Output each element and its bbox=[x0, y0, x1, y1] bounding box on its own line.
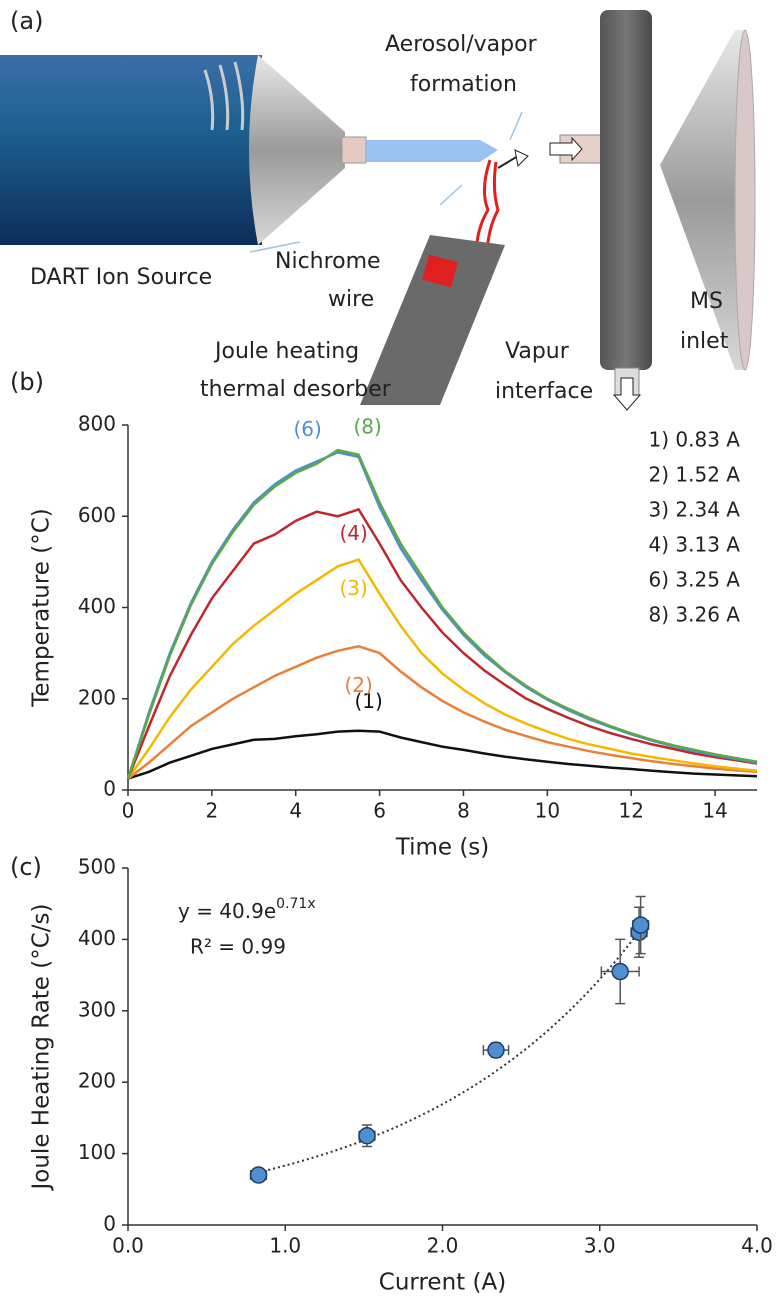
x-tick-label: 4 bbox=[289, 799, 302, 823]
y-tick-label: 500 bbox=[78, 855, 116, 879]
data-point bbox=[358, 1127, 376, 1145]
x-axis-label: Current (A) bbox=[379, 1270, 506, 1296]
data-point bbox=[631, 916, 650, 934]
series-line bbox=[126, 448, 758, 779]
legend-entry: 2) 1.52 A bbox=[649, 463, 741, 487]
desorber-handle bbox=[360, 235, 505, 405]
data-point bbox=[487, 1041, 505, 1059]
series-label: (6) bbox=[293, 417, 321, 441]
legend-entry: 3) 2.34 A bbox=[649, 498, 741, 522]
equation-exponent: 0.71x bbox=[276, 896, 315, 912]
y-tick-label: 600 bbox=[78, 503, 116, 527]
data-point bbox=[249, 1166, 268, 1184]
x-axis-label: Time (s) bbox=[395, 835, 490, 861]
vapur-label: Vapur bbox=[505, 339, 570, 364]
y-tick-label: 200 bbox=[78, 685, 116, 709]
y-axis-label: Temperature (°C) bbox=[29, 508, 55, 708]
desorber-label: Joule heating bbox=[213, 339, 359, 364]
vapor-arrow-head bbox=[514, 149, 529, 168]
series-line bbox=[126, 507, 758, 780]
nichrome-label: Nichrome bbox=[275, 249, 381, 274]
vapor-arrow bbox=[497, 155, 519, 169]
source-cone bbox=[249, 55, 345, 245]
aerosol-label: Aerosol/vapor bbox=[385, 32, 538, 57]
x-tick-label: 10 bbox=[535, 799, 560, 823]
y-tick-label: 0 bbox=[103, 1212, 116, 1236]
y-tick-label: 400 bbox=[78, 594, 116, 618]
series-label: (4) bbox=[339, 521, 367, 545]
leader-lines bbox=[249, 111, 523, 253]
fit-curve bbox=[258, 928, 642, 1174]
diagram bbox=[0, 10, 756, 411]
x-tick-label: 12 bbox=[618, 799, 643, 823]
y-tick-label: 100 bbox=[78, 1140, 116, 1164]
equation-base: y = 40.9e bbox=[178, 899, 276, 923]
nozzle bbox=[341, 136, 367, 164]
series-line bbox=[127, 729, 758, 780]
panel-label: (b) bbox=[10, 368, 44, 396]
panel-label: (c) bbox=[10, 853, 42, 881]
x-tick-label: 0.0 bbox=[112, 1234, 144, 1258]
vapur-disk bbox=[600, 10, 652, 370]
x-tick-label: 1.0 bbox=[269, 1234, 301, 1258]
plasma bbox=[366, 140, 498, 162]
legend-entry: 4) 3.13 A bbox=[649, 533, 741, 557]
exhaust-arrow bbox=[612, 377, 642, 411]
series-label: (2) bbox=[344, 673, 372, 697]
desorber-label: thermal desorber bbox=[200, 377, 392, 402]
x-tick-label: 3.0 bbox=[584, 1234, 616, 1258]
x-tick-label: 4.0 bbox=[741, 1234, 773, 1258]
dart-label: DART Ion Source bbox=[30, 265, 212, 290]
vapur-label: interface bbox=[495, 379, 593, 404]
series-label: (1) bbox=[354, 689, 382, 713]
series-line bbox=[127, 645, 758, 780]
x-tick-label: 2 bbox=[205, 799, 218, 823]
source-ridges bbox=[203, 61, 245, 131]
ms-label: inlet bbox=[680, 329, 729, 354]
series-line bbox=[126, 558, 758, 780]
legend-entry: 6) 3.25 A bbox=[649, 568, 741, 592]
legend-entry: 8) 3.26 A bbox=[649, 603, 741, 627]
x-tick-label: 6 bbox=[373, 799, 386, 823]
legend-entry: 1) 0.83 A bbox=[649, 428, 741, 452]
ms-plate bbox=[734, 29, 756, 371]
y-tick-label: 800 bbox=[78, 412, 116, 436]
x-tick-label: 8 bbox=[457, 799, 470, 823]
y-tick-label: 300 bbox=[78, 997, 116, 1021]
x-tick-label: 14 bbox=[702, 799, 727, 823]
equation: y = 40.9e0.71x bbox=[178, 896, 316, 923]
series-label: (3) bbox=[339, 576, 367, 600]
ms-label: MS bbox=[690, 289, 723, 314]
y-tick-label: 200 bbox=[78, 1069, 116, 1093]
x-tick-label: 2.0 bbox=[427, 1234, 459, 1258]
panel-label: (a) bbox=[10, 7, 43, 35]
y-tick-label: 0 bbox=[103, 777, 116, 801]
ms-cone bbox=[660, 30, 745, 370]
nichrome-label: wire bbox=[328, 287, 374, 312]
series-label: (8) bbox=[353, 415, 381, 439]
y-axis-label: Joule Heating Rate (°C/s) bbox=[29, 903, 55, 1191]
aerosol-label: formation bbox=[410, 72, 517, 97]
inlet-arrow bbox=[549, 136, 583, 162]
ion-source-body bbox=[0, 55, 262, 245]
data-point bbox=[611, 962, 629, 981]
desorber-button bbox=[422, 254, 458, 288]
y-tick-label: 400 bbox=[78, 926, 116, 950]
r-squared: R² = 0.99 bbox=[190, 935, 286, 959]
x-tick-label: 0 bbox=[122, 799, 135, 823]
